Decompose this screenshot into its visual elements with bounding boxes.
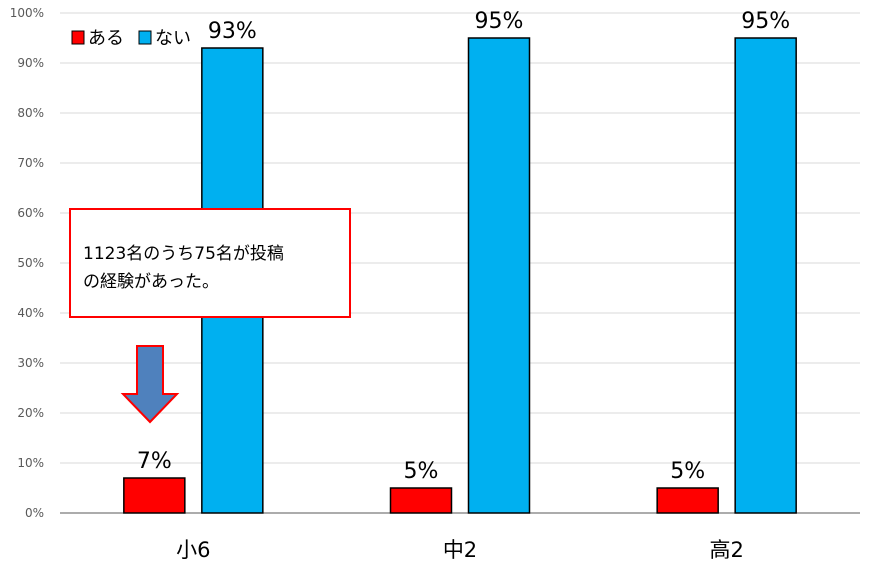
x-tick-label: 小6 (176, 538, 210, 562)
data-label: 5% (670, 459, 705, 484)
bar-aru-1 (389, 487, 453, 514)
y-tick-label: 100% (10, 6, 44, 20)
y-tick-label: 60% (17, 206, 44, 220)
data-label: 95% (475, 9, 524, 34)
bars (123, 37, 797, 514)
y-tick-label: 80% (17, 106, 44, 120)
y-tick-label: 0% (25, 506, 44, 520)
y-tick-label: 70% (17, 156, 44, 170)
data-label: 5% (404, 459, 439, 484)
bar-nai-2 (734, 37, 797, 514)
legend-label-aru: ある (88, 28, 124, 49)
x-tick-label: 高2 (709, 538, 743, 562)
y-tick-label: 30% (17, 356, 44, 370)
data-labels: 7% 93% 5% 95% 5% 95% (137, 9, 790, 484)
y-tick-label: 90% (17, 56, 44, 70)
x-axis-ticks: 小6 中2 高2 (176, 538, 744, 562)
data-label: 93% (208, 19, 257, 44)
legend: ある ない (71, 28, 191, 49)
down-arrow-icon (120, 345, 180, 424)
y-axis-ticks: 0% 10% 20% 30% 40% 50% 60% 70% 80% 90% 100% (10, 6, 44, 520)
bar-aru-0 (123, 477, 186, 514)
annotation-box (69, 208, 351, 318)
y-tick-label: 50% (17, 256, 44, 270)
data-label: 95% (741, 9, 790, 34)
legend-swatch-nai (138, 30, 152, 45)
y-tick-label: 20% (17, 406, 44, 420)
bar-nai-1 (467, 37, 531, 514)
annotation-callout: 1123名のうち75名が投稿 の経験があった。 (69, 208, 351, 318)
y-tick-label: 40% (17, 306, 44, 320)
legend-swatch-aru (71, 30, 85, 45)
bar-aru-2 (656, 487, 719, 514)
data-label: 7% (137, 449, 172, 474)
annotation-line-2: の経験があった。 (83, 272, 219, 292)
annotation-line-1: 1123名のうち75名が投稿 (83, 244, 284, 264)
legend-label-nai: ない (155, 28, 191, 49)
y-tick-label: 10% (17, 456, 44, 470)
x-tick-label: 中2 (443, 538, 477, 562)
